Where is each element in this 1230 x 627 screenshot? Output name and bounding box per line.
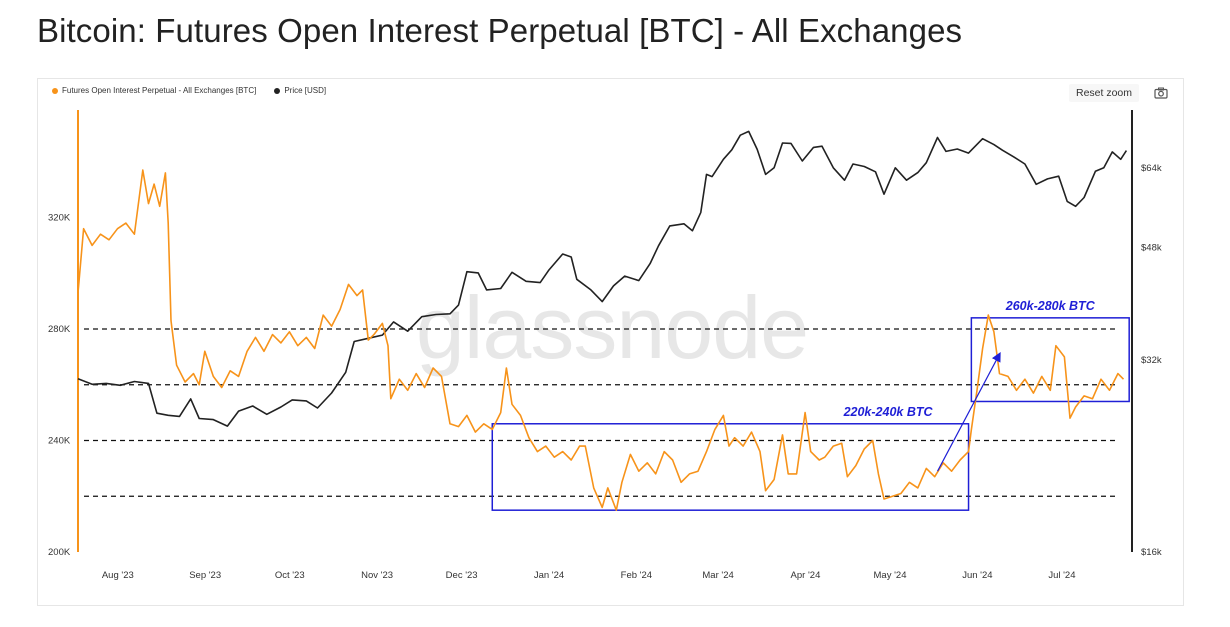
- price-line: [77, 130, 1128, 427]
- x-tick-label: Mar '24: [702, 570, 733, 581]
- annotation-label-2: 260k-280k BTC: [1005, 299, 1096, 313]
- watermark-text: glassnode: [416, 278, 808, 377]
- y-left-tick-label: 200K: [48, 547, 71, 558]
- x-tick-label: Sep '23: [189, 570, 221, 581]
- legend-oi-marker: [52, 87, 58, 94]
- annotation-box-1: [491, 423, 970, 511]
- x-tick-label: Aug '23: [102, 570, 134, 581]
- y-left-tick-label: 280K: [48, 324, 71, 335]
- page-title: Bitcoin: Futures Open Interest Perpetual…: [37, 12, 963, 49]
- y-right-tick-label: $16k: [1141, 547, 1162, 558]
- y-right-tick-label: $48k: [1141, 243, 1162, 254]
- chart-panel: [37, 78, 1184, 606]
- x-tick-label: Jan '24: [534, 570, 564, 581]
- y-right-tick-label: $32k: [1141, 355, 1162, 366]
- chart-legend: Futures Open Interest Perpetual - All Ex…: [52, 86, 326, 95]
- legend-item-oi[interactable]: Futures Open Interest Perpetual - All Ex…: [52, 86, 256, 95]
- legend-price-label: Price [USD]: [284, 86, 327, 95]
- legend-item-price[interactable]: Price [USD]: [274, 86, 326, 95]
- open-interest-line: [77, 169, 1125, 511]
- legend-price-marker: [274, 87, 281, 94]
- x-tick-label: Oct '23: [275, 570, 305, 581]
- annotation-label-1: 220k-240k BTC: [843, 405, 934, 419]
- x-tick-label: Nov '23: [361, 570, 393, 581]
- annotation-box-2: [970, 317, 1130, 403]
- annotation-arrow: [937, 351, 1001, 472]
- x-tick-label: Apr '24: [791, 570, 821, 581]
- legend-oi-label: Futures Open Interest Perpetual - All Ex…: [62, 86, 257, 95]
- reset-zoom-button[interactable]: Reset zoom: [1069, 84, 1139, 102]
- x-tick-label: Dec '23: [446, 570, 478, 581]
- x-tick-label: Feb '24: [621, 570, 652, 581]
- camera-icon[interactable]: [1153, 85, 1169, 101]
- y-right-tick-label: $64k: [1141, 163, 1162, 174]
- x-tick-label: Jul '24: [1048, 570, 1075, 581]
- y-left-tick-label: 320K: [48, 213, 71, 224]
- y-left-tick-label: 240K: [48, 436, 71, 447]
- x-tick-label: Jun '24: [962, 570, 992, 581]
- x-tick-label: May '24: [874, 570, 907, 581]
